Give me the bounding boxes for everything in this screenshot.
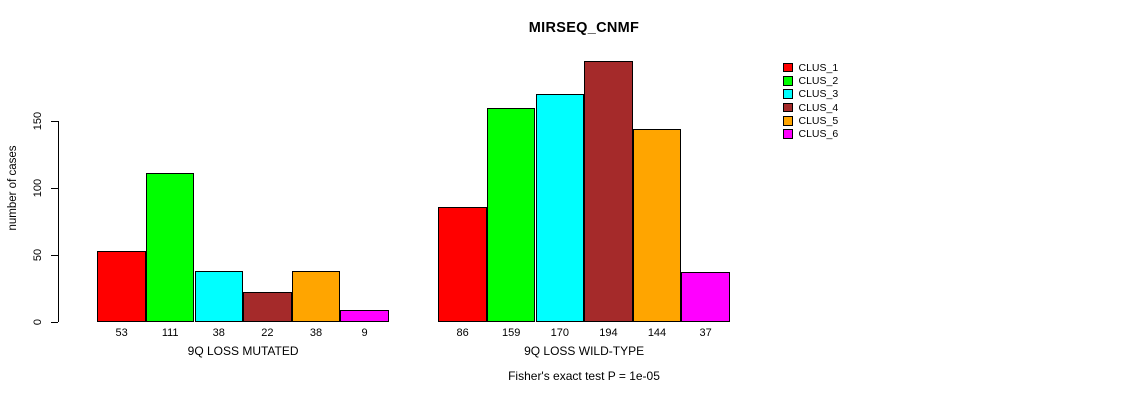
- bar-clus_4-group2: [584, 61, 633, 322]
- legend-swatch-icon: [783, 62, 793, 73]
- legend-swatch-icon: [783, 102, 793, 113]
- bar-value-label: 194: [599, 327, 618, 339]
- legend-entry-clus_4: CLUS_4: [783, 101, 838, 114]
- bar-clus_1-group1: [97, 250, 146, 322]
- bar-clus_3-group1: [194, 270, 244, 322]
- bar-clus_4-group1: [243, 292, 292, 322]
- bar-value-label: 38: [212, 327, 225, 339]
- y-axis-tick: [51, 187, 58, 189]
- legend-label: CLUS_4: [798, 101, 839, 114]
- bar-value-label: 144: [647, 327, 667, 339]
- bar-clus_6-group2: [681, 272, 730, 322]
- legend-entry-clus_2: CLUS_2: [783, 74, 838, 87]
- bar-value-label: 86: [456, 327, 469, 339]
- legend-swatch-icon: [783, 129, 793, 139]
- y-axis-tick-label: 0: [32, 318, 44, 326]
- y-axis-tick: [51, 120, 58, 122]
- bar-value-label: 159: [502, 327, 521, 339]
- legend-entry-clus_6: CLUS_6: [783, 127, 838, 140]
- legend-label: CLUS_3: [798, 88, 839, 101]
- y-axis-tick: [51, 254, 58, 256]
- y-axis-tick: [51, 322, 58, 323]
- bar-clus_2-group1: [145, 172, 195, 322]
- y-axis-tick-label: 50: [32, 248, 44, 261]
- legend-swatch-icon: [783, 116, 793, 126]
- legend-label: CLUS_6: [798, 128, 839, 141]
- y-axis-label: number of cases: [7, 145, 19, 231]
- bar-value-label: 37: [699, 327, 712, 339]
- chart-title: MIRSEQ_CNMF: [528, 20, 640, 36]
- bar-clus_3-group2: [535, 93, 585, 322]
- y-axis-tick-label: 100: [32, 178, 44, 197]
- bar-value-label: 9: [361, 327, 368, 339]
- footnote-fisher-test: Fisher's exact test P = 1e-05: [508, 369, 660, 383]
- bar-clus_1-group2: [438, 206, 487, 322]
- legend-label: CLUS_5: [798, 114, 839, 127]
- legend-swatch-icon: [783, 76, 793, 86]
- y-axis-line: [58, 120, 59, 322]
- legend: CLUS_1 CLUS_2 CLUS_3 CLUS_4 CLUS_5 CLUS_6: [783, 61, 838, 141]
- bar-value-label: 22: [261, 327, 274, 339]
- bar-value-label: 53: [115, 327, 128, 339]
- bar-clus_6-group1: [340, 309, 389, 322]
- bar-value-label: 170: [550, 327, 569, 339]
- bar-clus_5-group1: [291, 270, 341, 322]
- legend-swatch-icon: [783, 89, 793, 99]
- legend-entry-clus_3: CLUS_3: [783, 88, 838, 101]
- bar-value-label: 111: [161, 327, 179, 339]
- legend-label: CLUS_2: [798, 74, 839, 87]
- legend-entry-clus_5: CLUS_5: [783, 114, 838, 127]
- legend-entry-clus_1: CLUS_1: [783, 61, 838, 74]
- legend-label: CLUS_1: [798, 61, 839, 74]
- bar-value-label: 38: [309, 327, 323, 339]
- x-axis-group-label: 9Q LOSS MUTATED: [187, 344, 299, 358]
- bar-clus_2-group2: [486, 108, 536, 322]
- y-axis-tick-label: 150: [32, 111, 44, 130]
- bar-clus_5-group2: [632, 128, 682, 322]
- x-axis-group-label: 9Q LOSS WILD-TYPE: [524, 344, 645, 358]
